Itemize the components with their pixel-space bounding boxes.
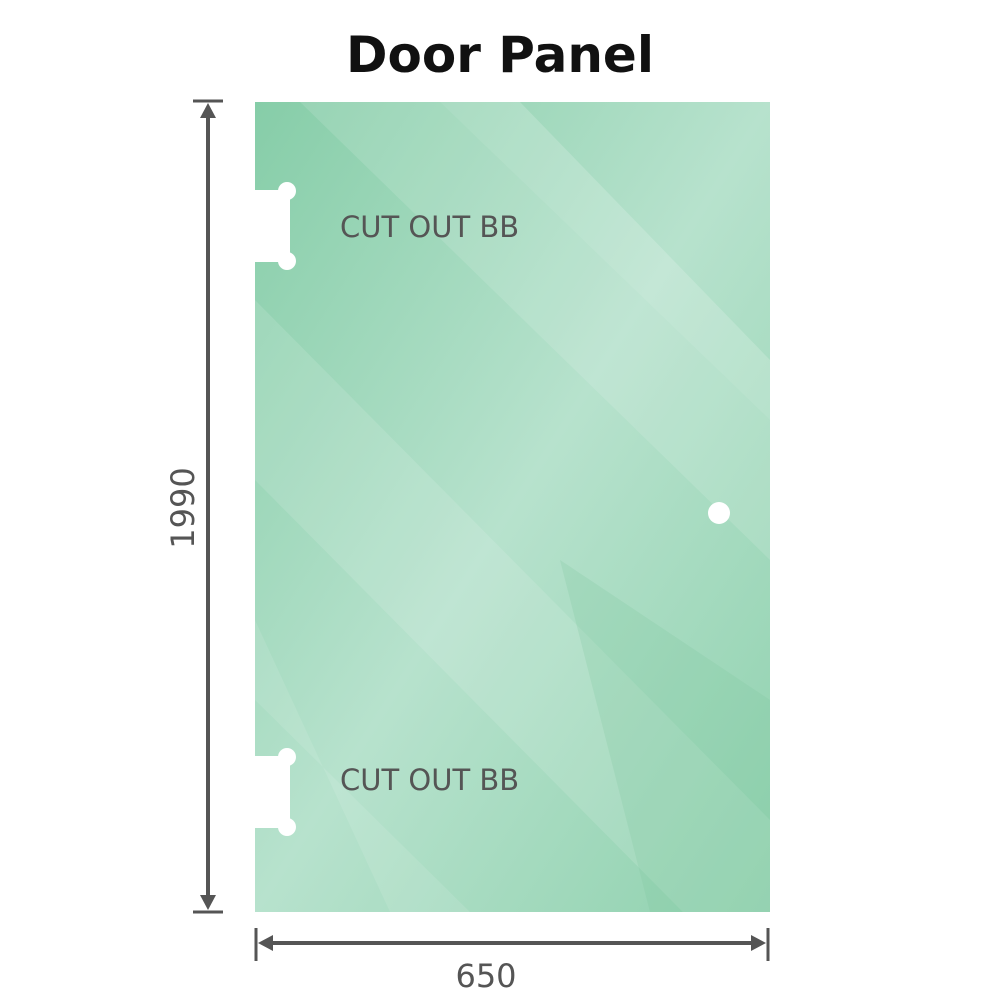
glass-panel [255, 102, 770, 912]
height-dimension-line [193, 99, 223, 914]
width-label: 650 [455, 957, 516, 995]
width-dimension-line [254, 928, 770, 961]
cutout-label-top: CUT OUT BB [340, 210, 519, 244]
diagram-title: Door Panel [346, 26, 654, 84]
height-label: 1990 [164, 467, 202, 548]
cutout-top [250, 182, 296, 270]
handle-hole [708, 502, 730, 524]
cutout-label-bottom: CUT OUT BB [340, 763, 519, 797]
cutout-bottom [250, 748, 296, 836]
